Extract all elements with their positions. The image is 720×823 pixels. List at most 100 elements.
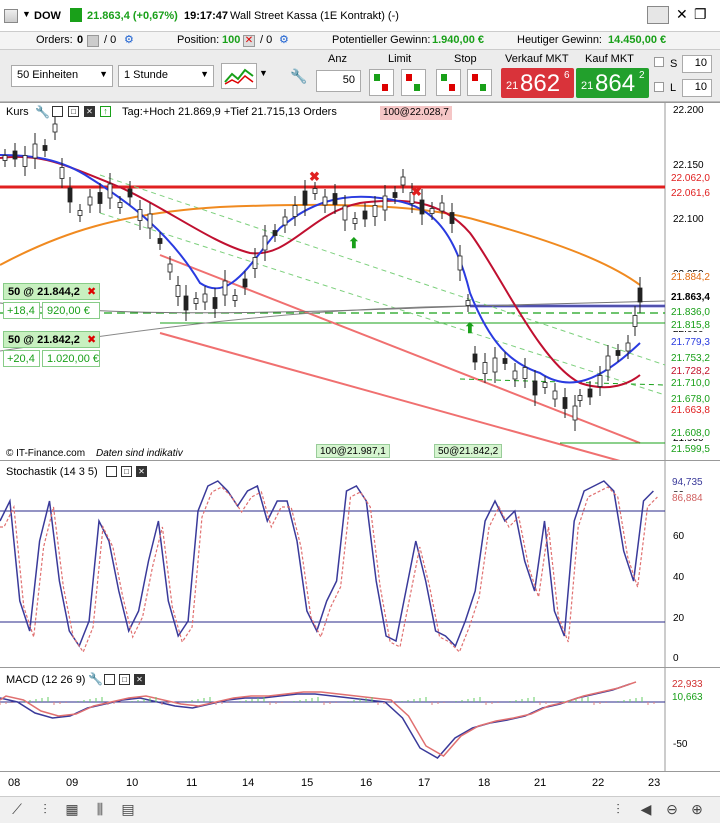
ma-orange	[0, 203, 641, 286]
orders-total: / 0	[104, 34, 117, 46]
chevron-left-icon[interactable]: ◀	[640, 801, 652, 817]
zoom-out-icon[interactable]: ⊖	[666, 801, 678, 817]
restore-icon[interactable]: ❐	[694, 6, 707, 22]
units-select[interactable]: 50 Einheiten ▼	[11, 65, 113, 87]
maximize-icon[interactable]: □	[121, 466, 132, 477]
s-input[interactable]: 10	[682, 55, 712, 73]
close-icon[interactable]: ✕	[676, 6, 688, 22]
stochastic-axis-label: 60	[673, 531, 685, 542]
maximize-icon[interactable]: □	[119, 674, 130, 685]
keyboard-icon[interactable]	[647, 6, 669, 24]
close-position-icon[interactable]: ✕	[243, 35, 255, 47]
draw-line-icon[interactable]: ⟋	[12, 801, 22, 817]
close-icon: ✖	[87, 334, 97, 346]
candle-icon[interactable]: ⫶	[43, 801, 47, 817]
signal-tag: 10,663	[669, 691, 706, 705]
wrench-icon[interactable]: 🔧	[290, 68, 308, 84]
buy-market-button[interactable]: 21 864 2	[576, 68, 649, 98]
wrench-icon[interactable]: 🔧	[35, 105, 50, 119]
time-axis-label: 08	[8, 777, 21, 789]
order-tag[interactable]: 50@21.842,2	[434, 444, 503, 458]
chart-icon[interactable]	[4, 9, 18, 23]
interval-select[interactable]: 1 Stunde ▼	[118, 65, 214, 87]
s-checkbox[interactable]	[654, 57, 664, 70]
close-icon[interactable]: ✕	[84, 106, 95, 117]
trend-line	[99, 174, 666, 366]
today-profit-label: Heutiger Gewinn:	[517, 34, 602, 46]
quantity-input[interactable]: 50	[316, 70, 361, 92]
macd-line	[0, 683, 631, 759]
chevron-down-icon[interactable]: ▼	[259, 68, 268, 78]
candle-body	[605, 355, 611, 371]
symbol-label: DOW	[34, 10, 61, 22]
price-chart[interactable]: ✖ ✖ ⬆ ⬆	[0, 103, 720, 461]
candle-body	[127, 188, 133, 198]
candle-body	[512, 370, 518, 380]
candle-body	[449, 212, 455, 224]
ruler-icon[interactable]: ▦	[65, 801, 79, 817]
order-tag[interactable]: 100@21.987,1	[316, 444, 390, 458]
ma-blue	[0, 154, 641, 384]
order-tag[interactable]: 100@22.028,7	[380, 106, 452, 120]
window-icon[interactable]	[104, 674, 115, 685]
signal-line	[0, 681, 637, 757]
close-icon: ✖	[87, 286, 97, 298]
time-axis-label: 10	[126, 777, 139, 789]
macd-panel[interactable]: MACD (12 26 9) 🔧 □ ✕ 0-50 22,933 10,663	[0, 667, 720, 772]
limit-label: Limit	[388, 53, 412, 65]
candle-body	[482, 362, 488, 374]
chart-type-button[interactable]	[221, 63, 257, 89]
close-icon[interactable]: ✕	[134, 674, 145, 685]
up-arrow-icon[interactable]: ↑	[100, 106, 111, 117]
orders-value: 0	[77, 34, 84, 46]
layout-icon[interactable]: ▤	[121, 801, 135, 817]
chevron-down-icon[interactable]: ▼	[22, 9, 31, 19]
candle-body	[577, 395, 583, 401]
limit-buy-button[interactable]	[369, 69, 394, 96]
l-input[interactable]: 10	[682, 79, 712, 97]
l-checkbox[interactable]	[654, 82, 664, 95]
zoom-in-icon[interactable]: ⊕	[691, 801, 703, 817]
gear-icon[interactable]: ⚙	[279, 34, 289, 46]
candle-settings-icon[interactable]: ⫶	[616, 801, 620, 817]
buy-market-label: Kauf MKT	[585, 53, 634, 65]
gear-icon[interactable]: ⚙	[124, 34, 134, 46]
limit-sell-button[interactable]	[401, 69, 426, 96]
candle-body	[637, 287, 643, 303]
time-axis-label: 14	[242, 777, 255, 789]
candle-body	[419, 199, 425, 215]
stop-sell-button[interactable]	[467, 69, 492, 96]
potential-profit-value: 1.940,00 €	[432, 34, 484, 46]
candle-body	[157, 238, 163, 244]
indicator-icon[interactable]: ⫼	[96, 801, 104, 817]
price-chart-panel[interactable]: ✖ ✖ ⬆ ⬆ Kurs 🔧 □ ✕ ↑ Tag:+Hoch 21.869,9 +Ti…	[0, 102, 720, 772]
close-icon[interactable]: ✕	[136, 466, 147, 477]
candle-body	[193, 298, 199, 304]
stop-label: Stop	[454, 53, 477, 65]
sell-marker: ✖	[411, 184, 422, 199]
position-total: / 0	[260, 34, 273, 46]
cancel-orders-icon[interactable]	[87, 35, 99, 47]
sell-market-label: Verkauf MKT	[505, 53, 569, 65]
price-tag: 21.678,0	[669, 394, 712, 405]
title-bar: ▼ DOW 21.863,4 (+0,67%) 19:17:47 Wall St…	[0, 0, 720, 32]
price-tag: 21.863,4	[669, 292, 712, 303]
candle-body	[312, 188, 318, 194]
price-tag: 21.884,2	[669, 272, 712, 283]
stochastic-panel[interactable]: Stochastik (14 3 5) □ ✕ 806040200 94,735…	[0, 460, 720, 668]
position-head[interactable]: 50 @ 21.844,2 ✖	[3, 283, 100, 300]
candle-body	[42, 145, 48, 151]
maximize-icon[interactable]: □	[68, 106, 79, 117]
price-axis-label: 22.150	[673, 159, 704, 171]
position-head[interactable]: 50 @ 21.842,2 ✖	[3, 331, 100, 348]
candle-body	[202, 293, 208, 303]
candle-body	[52, 123, 58, 133]
window-icon[interactable]	[106, 466, 117, 477]
position-value: 100	[222, 34, 241, 46]
stop-buy-button[interactable]	[436, 69, 461, 96]
wrench-icon[interactable]: 🔧	[88, 672, 103, 686]
candle-body	[137, 209, 143, 221]
up-arrow-icon	[70, 8, 82, 22]
sell-market-button[interactable]: 21 862 6	[501, 68, 574, 98]
window-icon[interactable]	[52, 106, 63, 117]
